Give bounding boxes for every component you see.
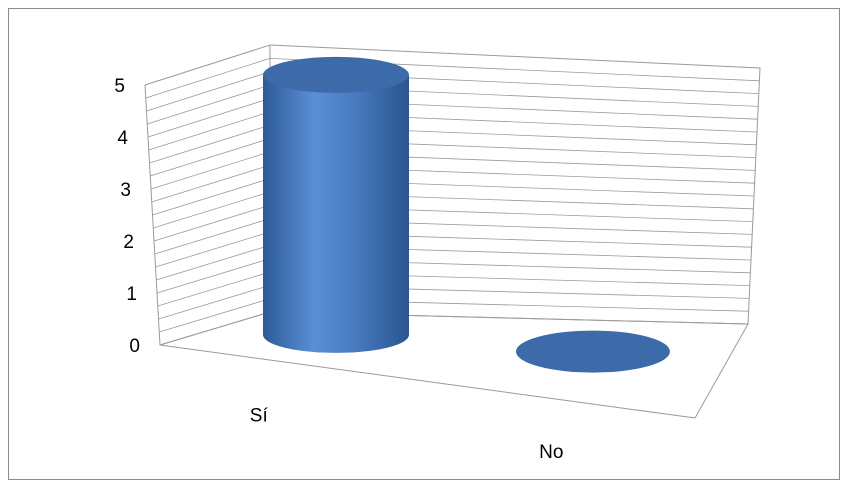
gridline — [150, 138, 756, 177]
gridline — [147, 97, 758, 138]
gridline — [153, 204, 753, 242]
y-axis-tick-labels: 0 1 2 3 4 5 — [114, 76, 140, 357]
gridline — [158, 284, 750, 320]
x-category-label: No — [539, 442, 563, 463]
gridline — [157, 271, 750, 307]
gridline — [150, 151, 756, 190]
gridline — [159, 298, 749, 333]
chart-frame — [8, 8, 840, 480]
gridline — [154, 218, 753, 255]
bar-Sí — [262, 74, 409, 353]
gridline — [146, 71, 759, 112]
gridline — [156, 258, 751, 294]
x-category-label: Sí — [250, 405, 269, 426]
x-axis-category-labels: Sí No — [250, 405, 564, 463]
left-wall — [144, 44, 271, 346]
gridline — [156, 244, 752, 281]
y-tick-label: 0 — [129, 336, 140, 357]
gridlines — [145, 57, 760, 333]
y-tick-label: 2 — [123, 232, 134, 253]
gridline — [151, 164, 755, 203]
y-tick-label: 3 — [120, 180, 131, 201]
gridline — [153, 191, 754, 229]
floor — [159, 311, 749, 419]
gridline — [149, 124, 757, 164]
gridline — [148, 111, 758, 151]
bar-top-Sí — [262, 56, 409, 93]
y-tick-label: 4 — [117, 128, 128, 149]
y-tick-label: 5 — [114, 76, 125, 97]
gridline — [147, 84, 759, 125]
bar-No — [515, 330, 670, 373]
y-tick-label: 1 — [126, 284, 137, 305]
gridline — [152, 178, 755, 216]
gridline — [145, 57, 760, 99]
gridline — [155, 231, 752, 268]
bars — [262, 56, 670, 373]
